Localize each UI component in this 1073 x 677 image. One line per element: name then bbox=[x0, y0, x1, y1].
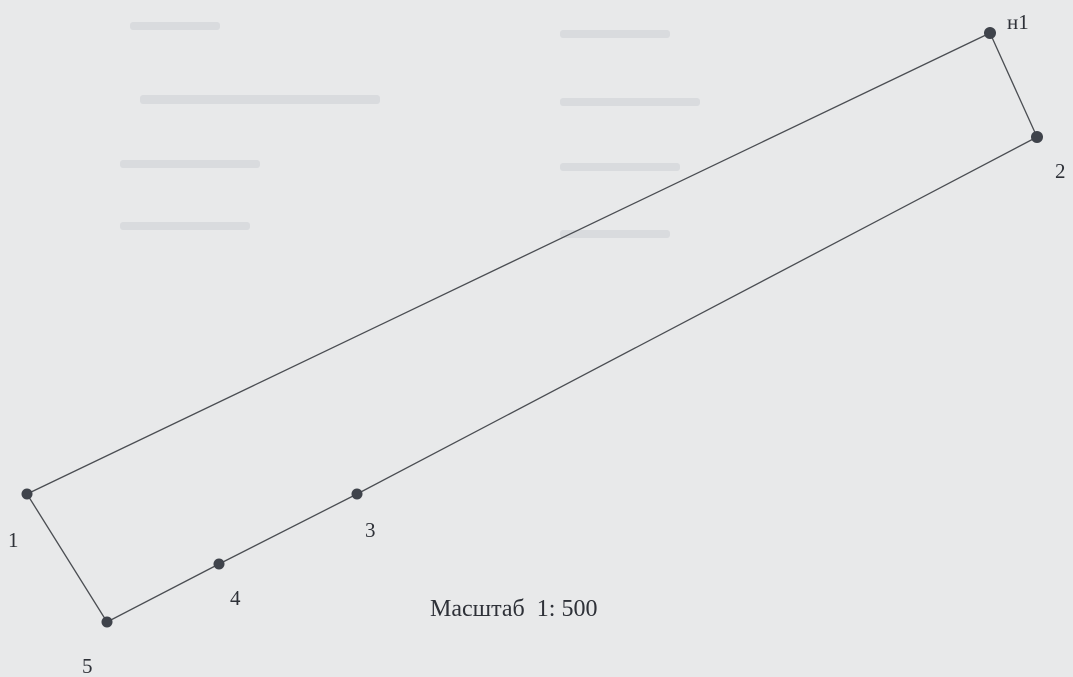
plot-boundary bbox=[26, 32, 1038, 623]
boundary-edge-4-5 bbox=[106, 563, 220, 623]
background-bleed bbox=[120, 22, 700, 238]
boundary-edge-3-4 bbox=[218, 493, 358, 565]
boundary-edge-1-n1 bbox=[26, 32, 991, 495]
boundary-edge-5-1 bbox=[26, 493, 108, 623]
boundary-edge-n1-2 bbox=[989, 32, 1038, 138]
vertex-labels: н1 2 3 4 5 1 bbox=[8, 10, 1066, 677]
vertex-5 bbox=[101, 616, 113, 628]
label-vertex-2: 2 bbox=[1055, 159, 1066, 183]
bleed-mark bbox=[120, 160, 260, 168]
bleed-mark bbox=[560, 230, 670, 238]
bleed-mark bbox=[560, 30, 670, 38]
plot-vertices bbox=[21, 27, 1043, 628]
bleed-mark bbox=[560, 98, 700, 106]
bleed-mark bbox=[140, 95, 380, 104]
vertex-n1 bbox=[984, 27, 996, 39]
label-vertex-n1: н1 bbox=[1007, 10, 1029, 34]
vertex-4 bbox=[213, 558, 225, 570]
vertex-2 bbox=[1031, 131, 1043, 143]
bleed-mark bbox=[120, 222, 250, 230]
label-vertex-3: 3 bbox=[365, 518, 376, 542]
vertex-1 bbox=[21, 488, 33, 500]
label-vertex-1: 1 bbox=[8, 528, 19, 552]
bleed-mark bbox=[130, 22, 220, 30]
label-vertex-4: 4 bbox=[230, 586, 241, 610]
boundary-edge-2-3 bbox=[356, 136, 1038, 495]
scale-caption: Масштаб 1: 500 bbox=[430, 596, 597, 622]
vertex-3 bbox=[351, 488, 363, 500]
bleed-mark bbox=[560, 163, 680, 171]
label-vertex-5: 5 bbox=[82, 654, 93, 677]
